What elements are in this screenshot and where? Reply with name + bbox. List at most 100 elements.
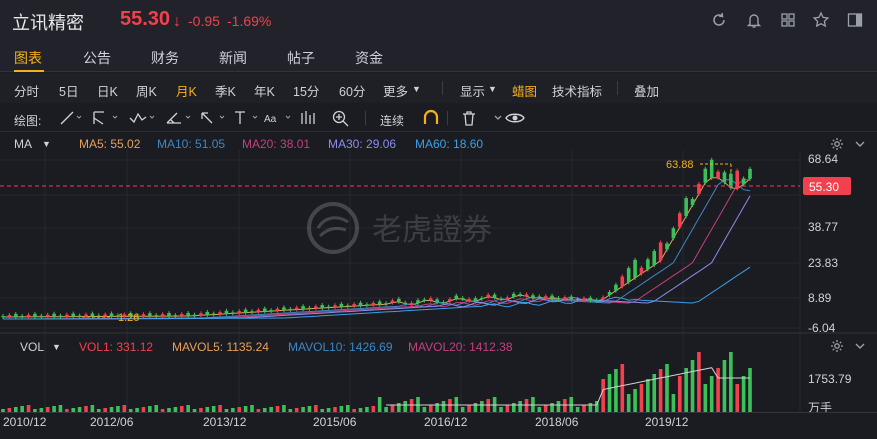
overlay-button[interactable]: 叠加 bbox=[634, 85, 660, 99]
zoom-in-icon[interactable] bbox=[331, 109, 351, 127]
candle bbox=[262, 308, 267, 312]
volume-bar bbox=[314, 405, 318, 412]
vline-tool-icon[interactable] bbox=[231, 109, 261, 127]
volume-bar bbox=[96, 409, 101, 412]
tab-posts[interactable]: 帖子 bbox=[287, 50, 315, 66]
volume-bar bbox=[633, 389, 637, 412]
technical-indicators-button[interactable]: 技术指标 bbox=[552, 85, 603, 99]
period-daily[interactable]: 日K bbox=[97, 85, 118, 99]
vol-label[interactable]: VOL bbox=[20, 340, 45, 354]
magnet-icon[interactable] bbox=[421, 109, 441, 127]
period-yearly[interactable]: 年K bbox=[254, 85, 275, 99]
sidebar-toggle-icon[interactable] bbox=[846, 11, 864, 29]
bar-pattern-icon[interactable] bbox=[298, 109, 318, 127]
price-change: -0.95 bbox=[188, 13, 220, 29]
volume-bar bbox=[377, 397, 382, 412]
candle bbox=[735, 170, 740, 189]
ray-tool-icon[interactable] bbox=[91, 109, 121, 127]
tab-financials[interactable]: 财务 bbox=[151, 50, 179, 66]
period-15min[interactable]: 15分 bbox=[293, 85, 320, 99]
volume-bar bbox=[39, 408, 44, 412]
volume-bar bbox=[288, 409, 293, 412]
volume-axis-label: 1753.79 bbox=[808, 372, 852, 386]
candle bbox=[148, 313, 152, 317]
candle bbox=[550, 295, 554, 299]
period-5day[interactable]: 5日 bbox=[59, 85, 79, 99]
period-intraday[interactable]: 分时 bbox=[14, 85, 40, 99]
period-60min[interactable]: 60分 bbox=[339, 85, 366, 99]
tab-announcements[interactable]: 公告 bbox=[83, 50, 111, 66]
volume-bar bbox=[199, 408, 203, 412]
svg-text:Aa: Aa bbox=[264, 114, 277, 125]
volume-bar bbox=[582, 405, 586, 412]
arrow-tool-icon[interactable] bbox=[198, 109, 228, 127]
period-weekly[interactable]: 周K bbox=[136, 85, 157, 99]
volume-bar bbox=[45, 407, 50, 412]
line-tool-icon[interactable] bbox=[58, 109, 84, 127]
tab-chart[interactable]: 图表 bbox=[14, 50, 42, 66]
candle bbox=[652, 251, 657, 266]
period-monthly[interactable]: 月K bbox=[176, 85, 197, 99]
candle bbox=[563, 297, 567, 300]
volume-bar bbox=[403, 401, 408, 412]
eye-icon[interactable] bbox=[504, 109, 526, 127]
candle bbox=[582, 298, 586, 301]
high-marker-label: 63.88 bbox=[666, 159, 694, 171]
candle bbox=[518, 294, 522, 296]
candle bbox=[71, 313, 76, 317]
volume-bar bbox=[20, 406, 24, 412]
volume-bar bbox=[697, 352, 701, 412]
candle-toggle[interactable]: 蜡图 bbox=[512, 85, 538, 99]
candle bbox=[460, 297, 465, 299]
price-chart[interactable]: 老虎證券 55.30 63.88 1.26 bbox=[0, 150, 877, 439]
dropdown-arrow-icon[interactable] bbox=[490, 109, 514, 127]
volume-bar bbox=[729, 352, 733, 412]
candle bbox=[620, 276, 625, 287]
tab-capital[interactable]: 资金 bbox=[355, 50, 383, 66]
y-tick-label: 23.83 bbox=[808, 256, 839, 270]
bell-icon[interactable] bbox=[745, 11, 763, 29]
volume-bar bbox=[243, 406, 248, 412]
volume-bar bbox=[237, 407, 242, 412]
candle bbox=[556, 297, 561, 299]
candle bbox=[709, 159, 714, 178]
candle bbox=[224, 310, 229, 314]
x-tick-label: 2012/06 bbox=[90, 415, 134, 429]
volume-bar bbox=[275, 406, 280, 412]
gear-icon[interactable] bbox=[830, 137, 844, 151]
x-tick-label: 2016/12 bbox=[424, 415, 468, 429]
volume-bar bbox=[639, 384, 644, 412]
trash-icon[interactable] bbox=[459, 109, 479, 127]
grid-icon[interactable] bbox=[779, 11, 797, 29]
candle bbox=[448, 299, 452, 302]
volume-bar bbox=[262, 408, 267, 412]
volume-bar bbox=[422, 407, 427, 412]
candle bbox=[301, 306, 305, 310]
wave-tool-icon[interactable] bbox=[128, 109, 158, 127]
candle bbox=[665, 243, 669, 250]
volume-bar bbox=[128, 409, 133, 412]
candle bbox=[160, 314, 165, 317]
continuous-draw-toggle[interactable]: 连续 bbox=[380, 114, 405, 128]
volume-bar bbox=[58, 405, 63, 412]
ma10-value: MA10: 51.05 bbox=[157, 137, 226, 151]
ma-label[interactable]: MA bbox=[14, 137, 32, 151]
volume-bar bbox=[250, 405, 254, 412]
candle bbox=[250, 311, 254, 313]
volume-bar bbox=[703, 384, 708, 412]
volume-bar bbox=[588, 403, 593, 412]
tab-news[interactable]: 新闻 bbox=[219, 50, 247, 66]
refresh-icon[interactable] bbox=[710, 11, 728, 29]
star-icon[interactable] bbox=[812, 11, 830, 29]
volume-bar bbox=[620, 364, 625, 412]
gear-icon[interactable] bbox=[830, 339, 844, 353]
angle-tool-icon[interactable] bbox=[164, 109, 194, 127]
text-tool-icon[interactable]: Aa bbox=[262, 109, 296, 127]
period-more[interactable]: 更多 bbox=[383, 85, 409, 99]
candle bbox=[186, 313, 190, 317]
display-menu[interactable]: 显示 bbox=[460, 85, 486, 99]
chevron-down-icon[interactable] bbox=[853, 339, 867, 353]
candle bbox=[288, 308, 293, 310]
period-quarterly[interactable]: 季K bbox=[215, 85, 236, 99]
chevron-down-icon[interactable] bbox=[853, 137, 867, 151]
